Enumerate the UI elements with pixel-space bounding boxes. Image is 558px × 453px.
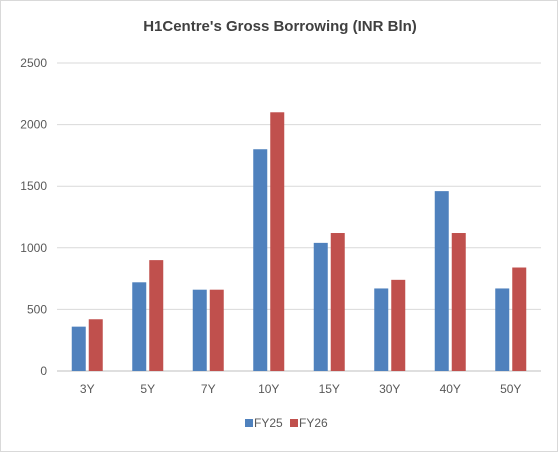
x-tick-label: 7Y	[201, 382, 216, 396]
legend: FY25 FY26	[245, 416, 328, 430]
y-tick-label: 0	[40, 364, 47, 378]
bar-fy25-10y	[253, 149, 268, 371]
bar-fy26-7y	[209, 289, 224, 371]
y-axis-ticks: 0 500 1000 1500 2000 2500	[20, 56, 47, 378]
chart-title: H1Centre's Gross Borrowing (INR Bln)	[143, 18, 417, 35]
bar-fy25-50y	[495, 288, 510, 371]
y-tick-label: 2000	[20, 118, 47, 132]
x-axis-ticks: 3Y 5Y 7Y 10Y 15Y 30Y 40Y 50Y	[80, 382, 522, 396]
x-tick-label: 30Y	[379, 382, 400, 396]
y-tick-label: 1000	[20, 241, 47, 255]
x-tick-label: 5Y	[140, 382, 155, 396]
y-tick-label: 2500	[20, 56, 47, 70]
legend-label: FY25	[254, 416, 283, 430]
bar-fy25-7y	[192, 289, 207, 371]
x-tick-label: 3Y	[80, 382, 95, 396]
bar-fy26-3y	[88, 319, 103, 371]
x-tick-label: 50Y	[500, 382, 521, 396]
bar-fy25-15y	[313, 242, 328, 371]
bar-fy26-15y	[330, 233, 345, 371]
bar-fy25-5y	[132, 282, 147, 371]
legend-swatch	[245, 419, 253, 427]
x-tick-label: 15Y	[319, 382, 340, 396]
bar-fy26-30y	[391, 279, 406, 371]
bars	[71, 112, 527, 371]
gridlines	[57, 62, 541, 372]
y-tick-label: 1500	[20, 179, 47, 193]
x-tick-label: 10Y	[258, 382, 279, 396]
bar-fy25-3y	[71, 326, 86, 371]
bar-fy26-10y	[270, 112, 285, 371]
bar-fy26-50y	[512, 267, 527, 371]
y-tick-label: 500	[27, 302, 47, 316]
legend-label: FY26	[299, 416, 328, 430]
bar-fy26-5y	[149, 260, 164, 371]
legend-swatch	[290, 419, 298, 427]
bar-fy26-40y	[451, 233, 466, 371]
bar-fy25-30y	[374, 288, 389, 371]
bar-fy25-40y	[434, 191, 449, 371]
x-tick-label: 40Y	[440, 382, 461, 396]
